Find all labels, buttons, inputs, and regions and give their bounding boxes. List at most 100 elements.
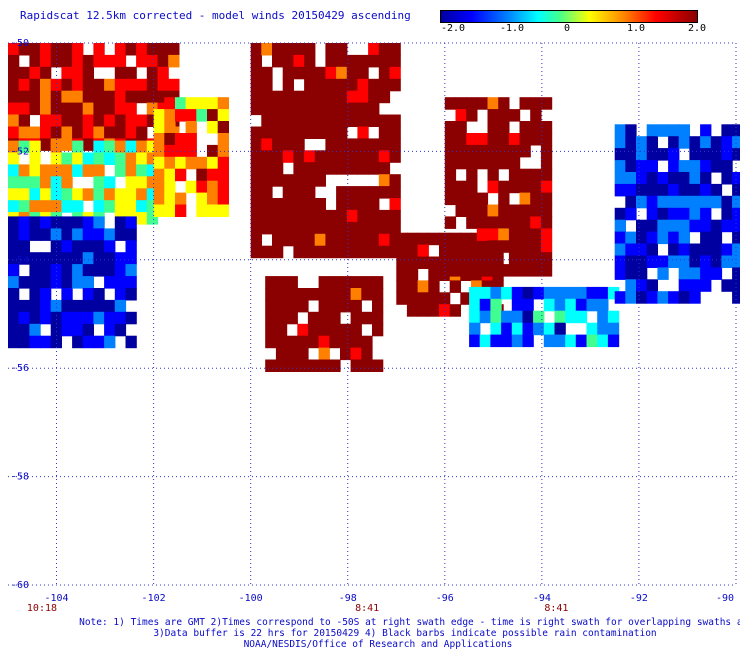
wind-cell [406, 256, 419, 269]
wind-cell [164, 180, 176, 194]
wind-cell [72, 164, 84, 177]
wind-cell [217, 133, 229, 146]
wind-cell [153, 204, 165, 217]
wind-cell [378, 66, 391, 80]
wind-cell [700, 243, 712, 256]
wind-cell [40, 114, 52, 127]
wind-cell [565, 334, 577, 348]
wind-cell [346, 209, 359, 223]
wind-cell [217, 121, 229, 134]
wind-cell [519, 252, 531, 265]
wind-cell [575, 334, 588, 348]
wind-cell [522, 322, 534, 336]
wind-cell [646, 136, 658, 149]
wind-cell [104, 323, 116, 337]
wind-cell [460, 232, 472, 246]
wind-cell [439, 244, 451, 258]
wind-cell [29, 323, 41, 337]
wind-cell [217, 168, 229, 182]
wind-cell [406, 232, 419, 246]
wind-cell [157, 54, 169, 68]
wind-cell [125, 114, 137, 127]
wind-cell [318, 323, 330, 337]
wind-cell [428, 280, 440, 293]
wind-cell [114, 152, 127, 165]
wind-cell [82, 164, 94, 177]
wind-cell [721, 160, 733, 173]
wind-cell [350, 335, 362, 349]
wind-cell [540, 121, 553, 134]
wind-cell [389, 186, 401, 199]
wind-cell [329, 276, 341, 289]
wind-cell [265, 359, 277, 372]
wind-cell [417, 304, 429, 317]
wind-cell [61, 323, 73, 337]
wind-cell [82, 126, 94, 139]
wind-cell [668, 219, 680, 233]
wind-cell [50, 164, 62, 177]
wind-cell [466, 97, 478, 110]
wind-cell [636, 243, 648, 256]
wind-cell [530, 97, 542, 110]
wind-cell [455, 252, 467, 265]
wind-cell [125, 90, 137, 104]
wind-cell [361, 288, 373, 301]
wind-cell [625, 148, 637, 161]
wind-cell [336, 233, 348, 247]
wind-cell [82, 288, 94, 301]
wind-cell [340, 299, 352, 313]
wind-cell [455, 121, 467, 134]
wind-cell [261, 126, 273, 139]
wind-cell [207, 121, 219, 134]
wind-cell [417, 256, 429, 269]
wind-cell [304, 126, 316, 139]
wind-cell [357, 78, 369, 92]
wind-cell [175, 204, 187, 217]
wind-cell [444, 240, 457, 253]
wind-cell [40, 188, 52, 201]
wind-cell [72, 102, 84, 116]
wind-cell [554, 298, 566, 312]
wind-cell [104, 78, 116, 92]
wind-cell [350, 288, 362, 301]
swath-time-label: 8:41 [544, 603, 568, 614]
wind-cell [710, 267, 723, 280]
wind-cell [455, 240, 467, 253]
wind-cell [157, 90, 169, 104]
wind-cell [721, 243, 733, 256]
wind-cell [293, 186, 305, 199]
wind-cell [490, 334, 502, 348]
wind-cell [104, 188, 116, 201]
wind-cell [293, 150, 305, 163]
wind-cell [368, 186, 380, 199]
wind-cell [82, 188, 94, 201]
wind-cell [636, 291, 648, 304]
wind-cell [61, 126, 73, 139]
wind-cell [272, 209, 284, 223]
wind-cell [466, 180, 478, 194]
wind-cell [261, 102, 273, 116]
wind-cell [396, 292, 408, 305]
wind-cell [646, 279, 658, 292]
wind-cell [293, 221, 305, 235]
wind-cell [114, 299, 127, 313]
wind-cell [732, 219, 740, 233]
wind-cell [466, 144, 478, 158]
wind-cell [104, 311, 116, 325]
wind-cell [29, 264, 41, 277]
wind-cell [668, 195, 680, 209]
longitude-tick-label: -90 [716, 593, 734, 604]
wind-cell [146, 176, 159, 189]
wind-cell [261, 198, 273, 211]
wind-cell [18, 311, 30, 325]
wind-cell [314, 162, 326, 175]
wind-cell [250, 78, 262, 92]
wind-cell [146, 152, 159, 165]
wind-cell [318, 299, 330, 313]
wind-cell [368, 114, 380, 127]
wind-cell [125, 288, 137, 301]
wind-cell [657, 183, 669, 197]
wind-cell [82, 252, 94, 265]
wind-cell [340, 276, 352, 289]
wind-cell [476, 216, 489, 229]
